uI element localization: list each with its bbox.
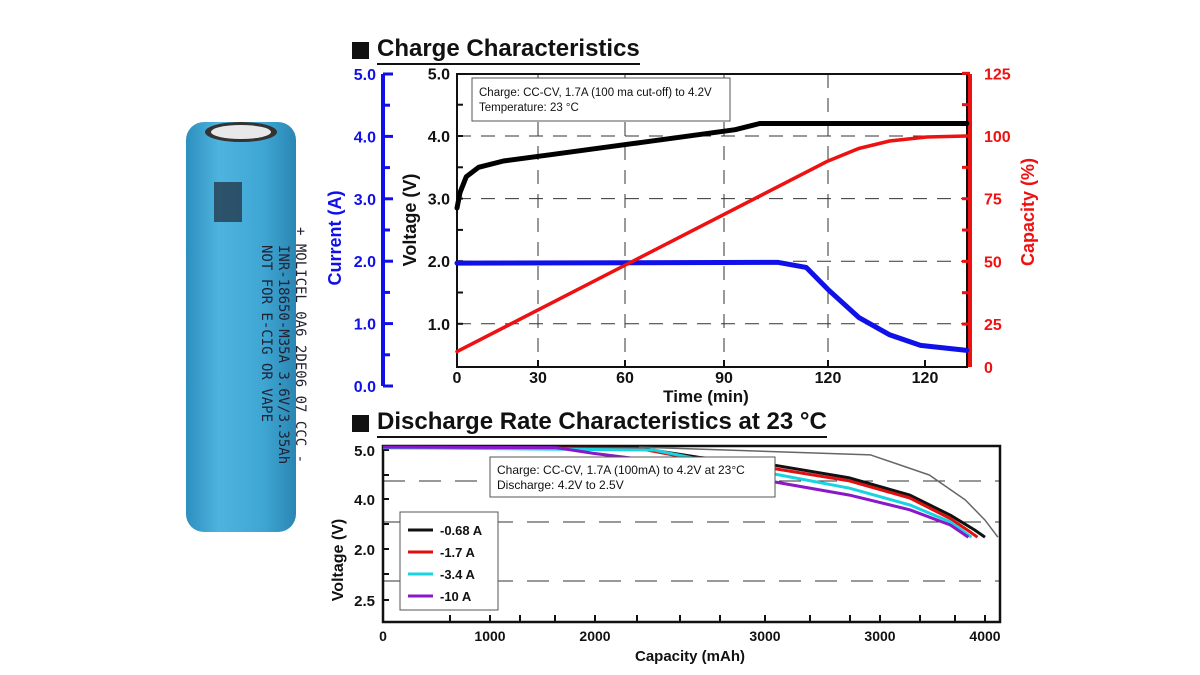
charge-chart-title: Charge Characteristics: [352, 36, 640, 65]
title-bullet-icon: [352, 42, 369, 59]
legend-label: -3.4 A: [440, 567, 476, 582]
annotation-text: Charge: CC-CV, 1.7A (100 ma cut-off) to …: [479, 87, 712, 99]
battery-label-line: INR-18650-M35A 3.6V/3.35Ah: [275, 245, 291, 464]
y-tick-label: 4.0: [354, 492, 375, 509]
current-tick-label: 1.0: [354, 317, 376, 334]
current-tick-label: 0.0: [354, 379, 376, 396]
time-tick-label: 120: [815, 370, 842, 387]
x-tick-label: 3000: [749, 628, 780, 644]
title-bullet-icon: [352, 415, 369, 432]
capacity-tick-label: 125: [984, 66, 1011, 83]
current-line: [454, 259, 970, 353]
voltage-axis-title: Voltage (V): [400, 174, 420, 267]
plot-frame: [456, 73, 968, 368]
current-tick-label: 2.0: [354, 254, 376, 271]
legend-label: -10 A: [440, 589, 472, 604]
x-axis-title: Capacity (mAh): [635, 648, 745, 665]
voltage-tick-label: 1.0: [428, 317, 450, 334]
discharge-line: [382, 446, 973, 539]
time-tick-label: 120: [912, 370, 939, 387]
capacity-tick-label: 0: [984, 360, 993, 377]
annotation-text: Temperature: 23 °C: [479, 102, 579, 114]
y-tick-label: 2.0: [354, 542, 375, 559]
voltage-tick-label: 4.0: [428, 129, 450, 146]
discharge-line: [638, 446, 999, 538]
voltage-tick-label: 3.0: [428, 192, 450, 209]
time-tick-label: 30: [529, 370, 547, 387]
x-tick-label: 1000: [474, 628, 505, 644]
y-tick-label: 2.5: [354, 593, 375, 610]
x-axis-title: Time (min): [663, 387, 749, 406]
x-tick-label: 2000: [579, 628, 610, 644]
legend-box: [399, 511, 499, 611]
plot-frame: [381, 444, 1002, 624]
x-tick-label: 0: [379, 628, 387, 644]
y-tick-label: 5.0: [354, 443, 375, 460]
y-axis-title: Voltage (V): [330, 519, 347, 601]
current-tick-label: 3.0: [354, 192, 376, 209]
legend-label: -0.68 A: [440, 523, 483, 538]
annotation-text: Charge: CC-CV, 1.7A (100mA) to 4.2V at 2…: [497, 463, 745, 477]
voltage-line: [454, 121, 970, 211]
capacity-tick-label: 100: [984, 129, 1011, 146]
capacity-tick-label: 75: [984, 192, 1002, 209]
capacity-axis-title: Capacity (%): [1018, 158, 1038, 266]
time-tick-label: 60: [616, 370, 634, 387]
battery-label-line: + MOLICEL 0A6 2DE06 07 CCC -: [292, 227, 308, 463]
current-tick-label: 4.0: [354, 129, 376, 146]
datamatrix-code: [214, 182, 242, 222]
capacity-tick-label: 50: [984, 254, 1002, 271]
x-tick-label: 4000: [969, 628, 1000, 644]
discharge-chart-title: Discharge Rate Characteristics at 23 °C: [352, 409, 827, 438]
voltage-tick-label: 2.0: [428, 254, 450, 271]
annotation-box: [489, 456, 776, 498]
legend-label: -1.7 A: [440, 545, 476, 560]
time-tick-label: 0: [453, 370, 462, 387]
annotation-box: [471, 77, 731, 122]
battery-cell-image: NOT FOR E-CIG OR VAPE INR-18650-M35A 3.6…: [186, 122, 308, 532]
voltage-tick-label: 5.0: [428, 66, 450, 83]
battery-label-line: NOT FOR E-CIG OR VAPE: [258, 245, 274, 422]
time-tick-label: 90: [715, 370, 733, 387]
capacity-tick-label: 25: [984, 317, 1002, 334]
current-axis-title: Current (A): [325, 191, 345, 286]
current-tick-label: 5.0: [354, 67, 376, 84]
capacity-line: [455, 134, 969, 354]
x-tick-label: 3000: [864, 628, 895, 644]
annotation-text: Discharge: 4.2V to 2.5V: [497, 478, 624, 492]
